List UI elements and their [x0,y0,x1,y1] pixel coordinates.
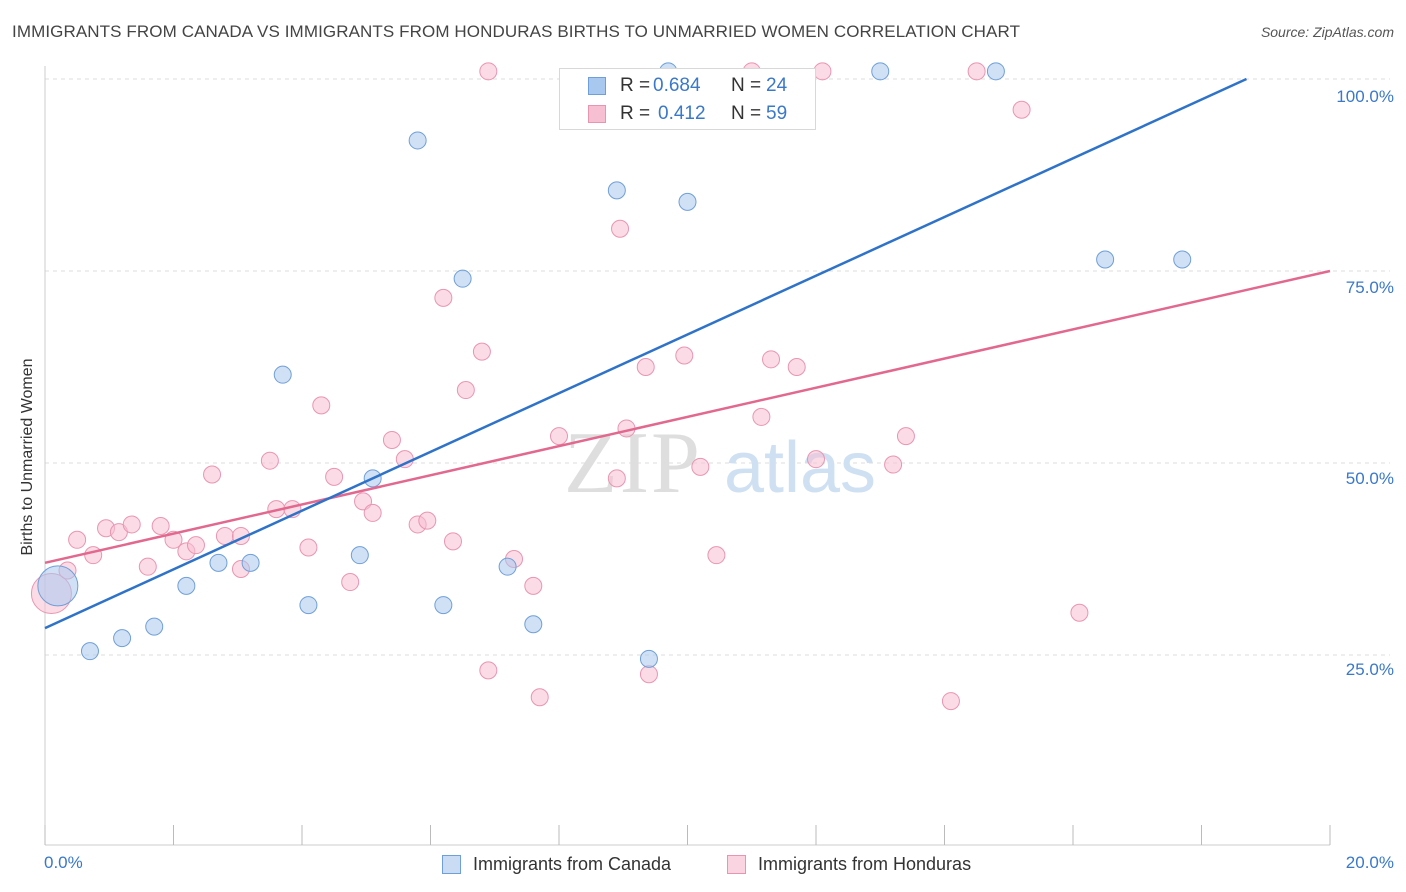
honduras-point [611,219,630,238]
canada-point [113,629,132,648]
honduras-point [675,346,694,365]
honduras-point [787,358,806,376]
correlation-legend: R = 0.684 N = 24 R = 0.412 N = 59 [559,68,816,130]
canada-trend-line [44,77,1247,630]
honduras-point [325,467,344,486]
honduras-point [122,515,141,534]
honduras-point [68,530,87,549]
canada-point [350,546,369,565]
canada-point [607,181,626,200]
honduras-point [967,62,986,81]
honduras-point [84,546,103,565]
series-legend-canada[interactable]: Immigrants from Canada [442,851,671,877]
honduras-point [1012,100,1031,119]
x-tick-label-max: 20.0% [1345,853,1394,872]
canada-point [241,553,260,572]
honduras-point [941,692,960,711]
honduras-point [472,342,491,361]
honduras-point [186,536,205,555]
canada-point [498,557,517,576]
series-label-honduras: Immigrants from Honduras [758,853,972,874]
canada-point [177,576,196,595]
canada-point [1173,250,1192,269]
series-swatch-canada [442,854,461,874]
y-tick-label-25: 25.0% [1345,660,1394,679]
honduras-point [479,62,498,81]
honduras-point [524,576,543,595]
legend-r-label-honduras: R = [620,103,651,124]
honduras-point [691,457,710,476]
canada-point [1096,250,1115,269]
honduras-point [607,469,626,488]
honduras-point [456,381,475,400]
series-swatch-honduras [727,854,746,874]
canada-point [639,649,658,668]
honduras-point [707,546,726,565]
legend-swatch-canada [588,77,606,95]
honduras-point [530,688,549,707]
series-label-canada: Immigrants from Canada [473,853,672,874]
canada-point [209,553,228,572]
axes [44,66,1331,846]
canada-point [678,192,697,211]
honduras-point [884,455,903,474]
canada-point [273,365,292,384]
honduras-point [138,557,157,576]
y-axis-label: Births to Unmarried Women [19,358,36,556]
honduras-point [354,492,373,511]
honduras-point [752,407,771,426]
honduras-point [762,350,781,369]
y-tick-label-75: 75.0% [1345,278,1394,297]
canada-point [871,62,890,81]
canada-point [986,62,1005,81]
honduras-point [443,532,462,551]
canada-point [80,642,99,661]
canada-point [37,565,79,607]
legend-swatch-honduras [588,105,606,123]
honduras-point [260,451,279,470]
legend-n-value-canada: 24 [766,75,788,96]
watermark-atlas: atlas [724,428,876,508]
honduras-point [1070,603,1089,622]
honduras-point [896,427,915,446]
canada-point [453,269,472,288]
honduras-point [639,665,658,684]
honduras-point [636,358,655,376]
y-tick-label-50: 50.0% [1345,469,1394,488]
y-tick-label-100: 100.0% [1336,87,1394,106]
series-legend-honduras[interactable]: Immigrants from Honduras [727,851,971,877]
canada-point [299,596,318,615]
honduras-points [30,62,1089,711]
canada-point [145,617,164,636]
chart-title: IMMIGRANTS FROM CANADA VS IMMIGRANTS FRO… [12,22,1021,41]
honduras-point [382,430,401,449]
legend-r-label-canada: R = [620,75,651,96]
honduras-point [479,661,498,680]
trend-lines [44,77,1331,630]
canada-points [37,62,1192,668]
honduras-point [312,396,331,415]
canada-point [434,596,453,615]
source-label: Source: ZipAtlas.com [1260,24,1394,40]
canada-point [524,615,543,634]
legend-r-value-honduras: 0.412 [658,103,706,124]
legend-n-value-honduras: 59 [766,103,788,124]
honduras-point [299,538,318,557]
x-tick-label-min: 0.0% [44,853,83,872]
canada-point [408,131,427,150]
legend-r-value-canada: 0.684 [653,75,701,96]
honduras-point [203,465,222,484]
honduras-point [341,573,360,592]
honduras-point [434,288,453,307]
honduras-point [550,427,568,446]
honduras-point [807,450,825,469]
honduras-point [151,516,170,535]
honduras-point [363,503,382,522]
legend-n-label-honduras: N = [731,103,762,124]
legend-n-label-canada: N = [731,75,762,96]
honduras-trend-line [44,269,1331,565]
honduras-point [813,62,832,81]
honduras-point [418,511,437,530]
